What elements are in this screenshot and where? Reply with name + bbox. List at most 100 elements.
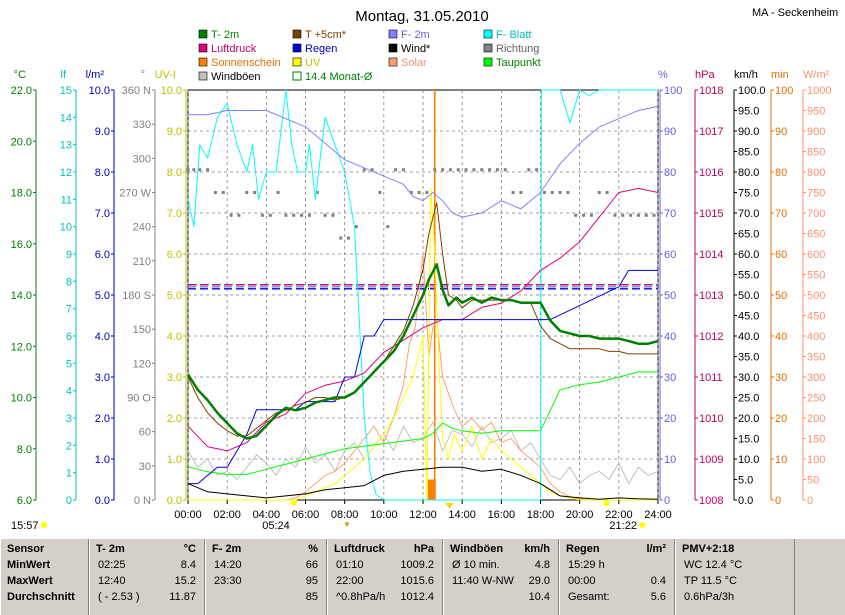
axis-tick-label-right: 850 (807, 147, 825, 159)
axis-tick-label-right: 100.0 (738, 85, 766, 97)
series-line (187, 89, 658, 501)
wind-direction-point (652, 213, 656, 217)
wind-direction-point (480, 168, 484, 172)
series-line (188, 269, 658, 485)
axis-tick-label-right: 50.0 (738, 290, 759, 302)
sunset-time: 21:22 (609, 520, 637, 532)
wind-direction-point (331, 213, 335, 217)
axis-tick-label-left: 6 (66, 331, 72, 343)
wind-direction-point (441, 168, 445, 172)
table-cell-label: Ø 10 min. (452, 559, 500, 571)
wind-direction-point (284, 213, 288, 217)
axis-tick-label-left: 1 (66, 468, 72, 480)
series-line (188, 187, 658, 501)
wind-direction-point (323, 213, 327, 217)
legend-label: Windböen (211, 71, 261, 83)
x-axis-tick-label: 04:00 (253, 509, 281, 521)
legend-label: T +5cm* (305, 29, 347, 41)
axis-tick-label-left: 4.0 (167, 331, 182, 343)
wind-direction-point (511, 191, 515, 194)
wind-direction-point (597, 191, 601, 194)
table-cell-label: 00:00 (568, 575, 596, 587)
wind-direction-point (221, 191, 225, 194)
axis-tick-label-left: 6.0 (167, 249, 182, 261)
table-cell-label: 23:30 (214, 575, 242, 587)
table-cell-value: 0.4 (650, 575, 666, 587)
table-cell-value: 4.8 (534, 559, 550, 571)
x-axis-tick-label: 10:00 (370, 509, 398, 521)
axis-tick-label-right: 20 (664, 413, 676, 425)
axis-tick-label-left: 16.0 (11, 239, 32, 251)
axis-unit-right: % (658, 69, 668, 81)
axis-tick-label-right: 60.0 (738, 249, 759, 261)
wind-direction-point (315, 191, 319, 194)
axis-tick-label-right: 25.0 (738, 393, 759, 405)
wind-direction-point (186, 168, 190, 172)
axis-tick-label-left: 9.0 (95, 126, 110, 138)
solar-noon-icon (445, 503, 454, 509)
wind-direction-point (495, 168, 499, 172)
statistics-table: Sensor MinWert MaxWert Durchschnitt T- 2… (0, 539, 845, 615)
series-line (187, 466, 659, 500)
axis-tick-label-left: 3.0 (95, 372, 110, 384)
x-axis-tick-label: 22:00 (605, 509, 633, 521)
sunrise-icon (290, 500, 297, 506)
axes: °C22.020.018.016.014.012.010.08.06.0lf15… (11, 69, 832, 532)
wind-direction-point (229, 213, 233, 217)
axis-tick-label-right: 35.0 (738, 352, 759, 364)
axis-tick-label-left: 360 N (122, 85, 151, 97)
axis-tick-label-right: 150 (807, 434, 825, 446)
axis-unit-left: l/m² (86, 69, 105, 81)
axis-tick-label-right: 1000 (807, 85, 831, 97)
wind-direction-point (378, 191, 382, 194)
axis-tick-label-right: 200 (807, 413, 825, 425)
table-cell-label: 22:00 (336, 575, 364, 587)
table-cell-label: ^0.8hPa/h (336, 591, 386, 603)
wind-direction-point (347, 236, 351, 240)
current-time: 15:57 (11, 520, 39, 532)
axis-tick-label-right: 1008 (699, 495, 723, 507)
sunset-small-icon (639, 522, 646, 528)
axis-tick-label-right: 40 (664, 331, 676, 343)
axis-tick-label-right: 60 (664, 249, 676, 261)
table-section-unit: °C (183, 543, 196, 555)
axis-tick-label-left: 9 (66, 249, 72, 261)
legend-label: 14.4 Monat-Ø (305, 71, 373, 83)
axis-tick-label-left: 6.0 (95, 249, 110, 261)
solar-noon-marker-icon: ▼ (343, 520, 351, 529)
x-axis-tick-label: 08:00 (331, 509, 359, 521)
axis-tick-label-left: 4 (66, 386, 72, 398)
legend-label: UV (305, 57, 321, 69)
wind-direction-point (519, 191, 523, 194)
axis-tick-label-right: 650 (807, 229, 825, 241)
axis-unit-left: lf (61, 69, 67, 81)
legend-label: Wind* (401, 43, 431, 55)
axis-tick-label-right: 0 (775, 495, 781, 507)
legend-swatch (292, 43, 302, 53)
axis-tick-label-right: 80.0 (738, 167, 759, 179)
wind-direction-point (307, 213, 311, 217)
axis-tick-label-right: 10 (775, 454, 787, 466)
table-section-labels: Sensor MinWert MaxWert Durchschnitt (0, 539, 89, 615)
axis-tick-label-right: 1009 (699, 454, 723, 466)
axis-tick-label-right: 1016 (699, 167, 723, 179)
axis-tick-label-left: 120 (133, 358, 151, 370)
table-section: Windböen km/h Ø 10 min. 4.8 11:40 W-NW 29.0 10… (443, 539, 559, 615)
axis-tick-label-right: 60 (775, 249, 787, 261)
legend-swatch (388, 29, 398, 39)
wind-direction-point (354, 225, 358, 229)
table-cell-value: 11.87 (169, 591, 196, 603)
axis-tick-label-left: 180 S (122, 290, 151, 302)
axis-tick-label-left: 270 W (119, 188, 151, 200)
axis-tick-label-right: 350 (807, 352, 825, 364)
axis-tick-label-right: 90 (775, 126, 787, 138)
axis-tick-label-left: 8 (66, 276, 72, 288)
axis-tick-label-left: 8.0 (167, 167, 182, 179)
axis-tick-label-right: 50 (807, 475, 819, 487)
axis-tick-label-left: 0 (66, 495, 72, 507)
legend-swatch-average (292, 71, 302, 81)
wind-direction-point (425, 191, 429, 194)
wind-direction-point (386, 225, 390, 229)
axis-tick-label-left: 300 (133, 153, 151, 165)
axis-tick-label-right: 20.0 (738, 413, 759, 425)
